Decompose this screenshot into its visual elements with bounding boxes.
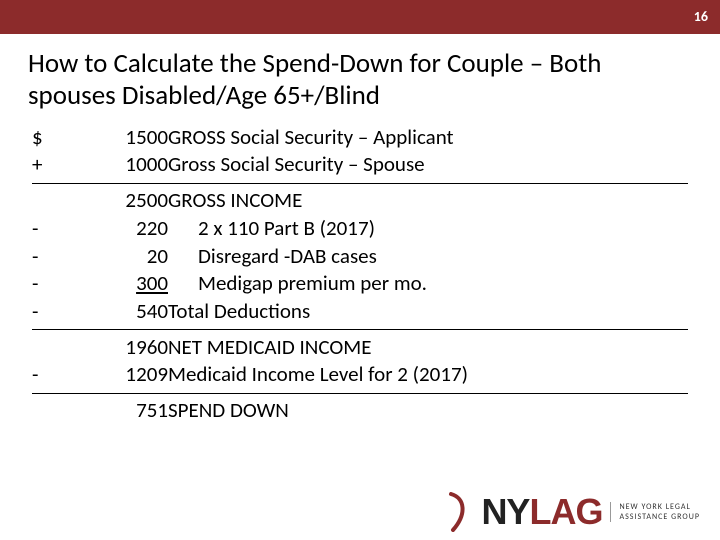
table-row: $1500GROSS Social Security – Applicant — [32, 124, 688, 152]
logo-text: NYLAG — [481, 494, 602, 530]
slide: 16 How to Calculate the Spend-Down for C… — [0, 0, 720, 540]
row-operator: - — [32, 298, 58, 326]
row-label: Medicaid Income Level for 2 (2017) — [168, 361, 688, 389]
logo-sub-line1: NEW YORK LEGAL — [619, 502, 700, 512]
table-row: 751SPEND DOWN — [32, 397, 688, 425]
row-amount: 1960 — [58, 334, 168, 362]
row-operator: - — [32, 215, 58, 243]
top-bar: 16 — [0, 0, 720, 34]
row-amount: 300 — [58, 270, 168, 298]
row-label: GROSS Social Security – Applicant — [168, 124, 688, 152]
row-amount: 2500 — [58, 187, 168, 215]
row-operator — [32, 334, 58, 362]
row-amount: 1000 — [58, 151, 168, 179]
row-label: 2 x 110 Part B (2017) — [168, 215, 688, 243]
table-row: -2202 x 110 Part B (2017) — [32, 215, 688, 243]
row-amount: 220 — [58, 215, 168, 243]
table-row: -20Disregard -DAB cases — [32, 243, 688, 271]
row-label: SPEND DOWN — [168, 397, 688, 425]
table-row: -300Medigap premium per mo. — [32, 270, 688, 298]
row-operator: - — [32, 361, 58, 389]
row-label: Disregard -DAB cases — [168, 243, 688, 271]
row-amount: 1209 — [58, 361, 168, 389]
table-row: +1000Gross Social Security – Spouse — [32, 151, 688, 179]
row-amount: 540 — [58, 298, 168, 326]
slide-title: How to Calculate the Spend-Down for Coup… — [0, 34, 720, 122]
row-label: NET MEDICAID INCOME — [168, 334, 688, 362]
row-label: Gross Social Security – Spouse — [168, 151, 688, 179]
row-label: Total Deductions — [168, 298, 688, 326]
nylag-logo: NYLAG NEW YORK LEGAL ASSISTANCE GROUP — [453, 494, 700, 530]
row-amount: 20 — [58, 243, 168, 271]
logo-swoosh-icon — [453, 494, 473, 530]
row-amount: 751 — [58, 397, 168, 425]
table-row: 2500GROSS INCOME — [32, 187, 688, 215]
table-row: 1960NET MEDICAID INCOME — [32, 334, 688, 362]
calculation-area: $1500GROSS Social Security – Applicant+1… — [0, 122, 720, 425]
table-row: -1209Medicaid Income Level for 2 (2017) — [32, 361, 688, 389]
row-operator: - — [32, 243, 58, 271]
logo-sub-line2: ASSISTANCE GROUP — [619, 512, 700, 522]
row-amount: 1500 — [58, 124, 168, 152]
row-operator: - — [32, 270, 58, 298]
logo-subtitle: NEW YORK LEGAL ASSISTANCE GROUP — [610, 502, 700, 523]
logo-text-dark: NY — [481, 491, 529, 532]
row-operator — [32, 397, 58, 425]
page-number: 16 — [694, 8, 708, 25]
row-label: Medigap premium per mo. — [168, 270, 688, 298]
table-row: -540Total Deductions — [32, 298, 688, 326]
row-label: GROSS INCOME — [168, 187, 688, 215]
row-operator — [32, 187, 58, 215]
row-operator: + — [32, 151, 58, 179]
logo-text-accent: LAG — [529, 491, 602, 532]
spend-down-table: $1500GROSS Social Security – Applicant+1… — [32, 124, 688, 425]
row-operator: $ — [32, 124, 58, 152]
